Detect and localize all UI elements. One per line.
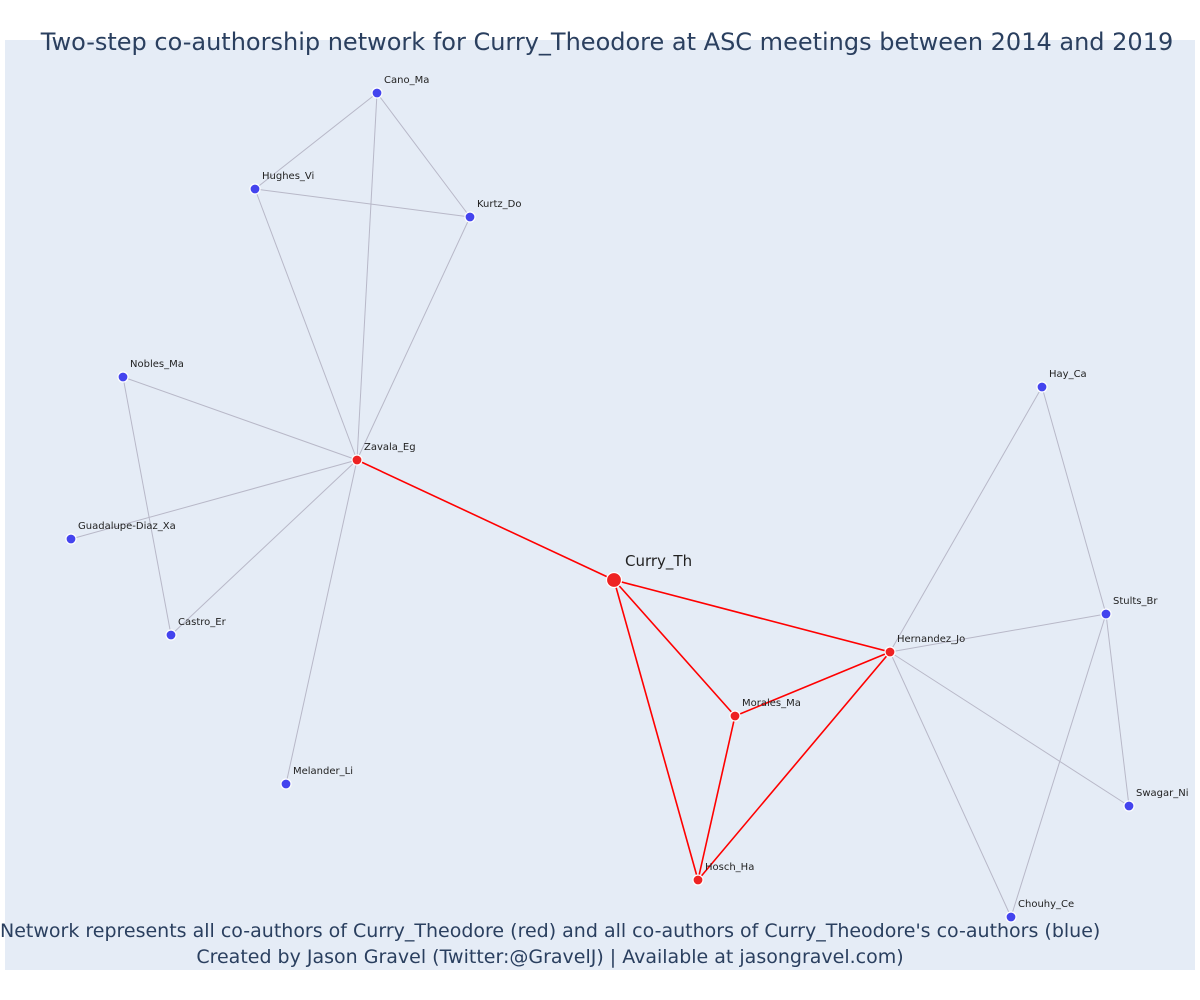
edge-nobles-ma-castro-er bbox=[122, 376, 172, 636]
edge-curry-th-hernandez-jo bbox=[613, 579, 891, 653]
node-label-stults-br: Stults_Br bbox=[1113, 596, 1158, 607]
edge-stults-br-chouhy-ce bbox=[1010, 613, 1107, 918]
node-hughes-vi[interactable] bbox=[249, 183, 261, 195]
node-label-cano-ma: Cano_Ma bbox=[384, 75, 429, 86]
node-label-melander-li: Melander_Li bbox=[293, 766, 353, 777]
node-label-kurtz-do: Kurtz_Do bbox=[477, 199, 522, 210]
node-label-curry-th: Curry_Th bbox=[625, 552, 692, 571]
node-cano-ma[interactable] bbox=[371, 87, 383, 99]
node-layer bbox=[65, 87, 1135, 923]
node-morales-ma[interactable] bbox=[729, 710, 741, 722]
caption: Network represents all co-authors of Cur… bbox=[0, 918, 1100, 970]
label-layer: Curry_Th Zavala_Eg Hernandez_Jo Morales_Ma H… bbox=[78, 75, 1189, 910]
node-stults-br[interactable] bbox=[1100, 608, 1112, 620]
chart-title: Two-step co-authorship network for Curry… bbox=[40, 28, 1174, 56]
node-label-hosch-ha: Hosch_Ha bbox=[705, 862, 754, 873]
edge-curry-th-morales-ma bbox=[613, 579, 736, 717]
node-hosch-ha[interactable] bbox=[692, 874, 704, 886]
node-nobles-ma[interactable] bbox=[117, 371, 129, 383]
node-zavala-eg[interactable] bbox=[351, 454, 363, 466]
node-label-hughes-vi: Hughes_Vi bbox=[262, 171, 314, 182]
caption-line-1: Network represents all co-authors of Cur… bbox=[0, 920, 1101, 942]
node-label-guadalupe-diaz-xa: Guadalupe-Diaz_Xa bbox=[78, 521, 176, 532]
node-label-zavala-eg: Zavala_Eg bbox=[364, 442, 416, 453]
node-label-swagar-ni: Swagar_Ni bbox=[1136, 788, 1189, 799]
edge-cano-ma-zavala-eg bbox=[356, 92, 378, 461]
node-hernandez-jo[interactable] bbox=[884, 646, 896, 658]
plot-background bbox=[5, 40, 1195, 970]
edge-hughes-vi-zavala-eg bbox=[254, 188, 358, 461]
node-label-nobles-ma: Nobles_Ma bbox=[130, 359, 184, 370]
node-chouhy-ce[interactable] bbox=[1005, 911, 1017, 923]
caption-line-2: Created by Jason Gravel (Twitter:@Gravel… bbox=[196, 946, 904, 968]
edge-castro-er-zavala-eg bbox=[170, 459, 358, 636]
edge-melander-li-zavala-eg bbox=[285, 459, 358, 785]
edge-morales-ma-hernandez-jo bbox=[734, 651, 891, 717]
node-guadalupe-diaz-xa[interactable] bbox=[65, 533, 77, 545]
edge-hay-ca-hernandez-jo bbox=[889, 386, 1043, 653]
node-kurtz-do[interactable] bbox=[464, 211, 476, 223]
node-melander-li[interactable] bbox=[280, 778, 292, 790]
node-curry-th[interactable] bbox=[605, 571, 623, 589]
node-label-hernandez-jo: Hernandez_Jo bbox=[897, 634, 965, 645]
edge-kurtz-do-zavala-eg bbox=[356, 216, 471, 461]
node-label-castro-er: Castro_Er bbox=[178, 617, 227, 628]
edge-stults-br-swagar-ni bbox=[1105, 613, 1130, 807]
node-castro-er[interactable] bbox=[165, 629, 177, 641]
edge-cano-ma-kurtz-do bbox=[376, 92, 471, 218]
edge-hosch-ha-hernandez-jo bbox=[697, 651, 891, 881]
edge-stults-br-hernandez-jo bbox=[889, 613, 1107, 653]
node-hay-ca[interactable] bbox=[1036, 381, 1048, 393]
edge-hay-ca-stults-br bbox=[1041, 386, 1107, 615]
edge-guadalupe-diaz-xa-zavala-eg bbox=[70, 459, 358, 540]
edge-chouhy-ce-hernandez-jo bbox=[889, 651, 1012, 918]
edge-curry-th-hosch-ha bbox=[613, 579, 699, 881]
edge-cano-ma-hughes-vi bbox=[254, 92, 378, 190]
node-label-morales-ma: Morales_Ma bbox=[742, 698, 801, 709]
edge-morales-ma-hosch-ha bbox=[697, 715, 736, 881]
node-swagar-ni[interactable] bbox=[1123, 800, 1135, 812]
node-label-chouhy-ce: Chouhy_Ce bbox=[1018, 899, 1074, 910]
edge-hughes-vi-kurtz-do bbox=[254, 188, 471, 218]
node-label-hay-ca: Hay_Ca bbox=[1049, 369, 1087, 380]
edge-swagar-ni-hernandez-jo bbox=[889, 651, 1130, 807]
edge-curry-th-zavala-eg bbox=[356, 459, 615, 581]
edge-nobles-ma-zavala-eg bbox=[122, 376, 358, 461]
edge-layer bbox=[70, 92, 1130, 918]
